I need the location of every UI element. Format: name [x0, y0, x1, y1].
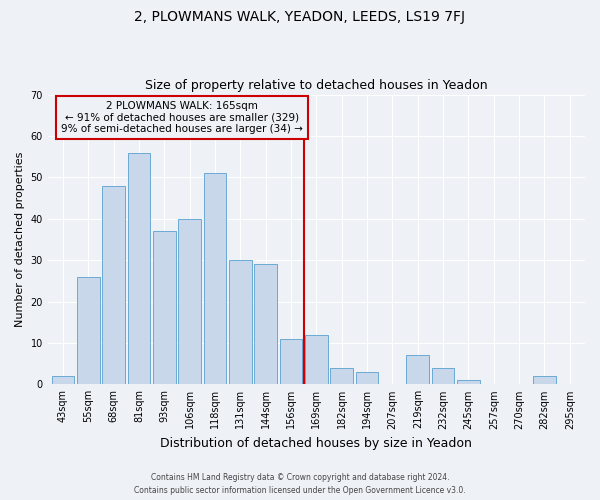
Bar [356, 372, 379, 384]
Text: 2, PLOWMANS WALK, YEADON, LEEDS, LS19 7FJ: 2, PLOWMANS WALK, YEADON, LEEDS, LS19 7F… [134, 10, 466, 24]
Bar [457, 380, 480, 384]
Text: 2 PLOWMANS WALK: 165sqm
← 91% of detached houses are smaller (329)
9% of semi-de: 2 PLOWMANS WALK: 165sqm ← 91% of detache… [61, 101, 303, 134]
Bar [305, 334, 328, 384]
Y-axis label: Number of detached properties: Number of detached properties [15, 152, 25, 327]
X-axis label: Distribution of detached houses by size in Yeadon: Distribution of detached houses by size … [160, 437, 472, 450]
Bar [203, 173, 226, 384]
Bar [178, 218, 201, 384]
Text: Contains HM Land Registry data © Crown copyright and database right 2024.
Contai: Contains HM Land Registry data © Crown c… [134, 474, 466, 495]
Bar [153, 231, 176, 384]
Bar [128, 152, 151, 384]
Bar [406, 356, 429, 384]
Bar [533, 376, 556, 384]
Bar [229, 260, 252, 384]
Bar [102, 186, 125, 384]
Bar [331, 368, 353, 384]
Title: Size of property relative to detached houses in Yeadon: Size of property relative to detached ho… [145, 79, 488, 92]
Bar [77, 276, 100, 384]
Bar [254, 264, 277, 384]
Bar [52, 376, 74, 384]
Bar [431, 368, 454, 384]
Bar [280, 339, 302, 384]
